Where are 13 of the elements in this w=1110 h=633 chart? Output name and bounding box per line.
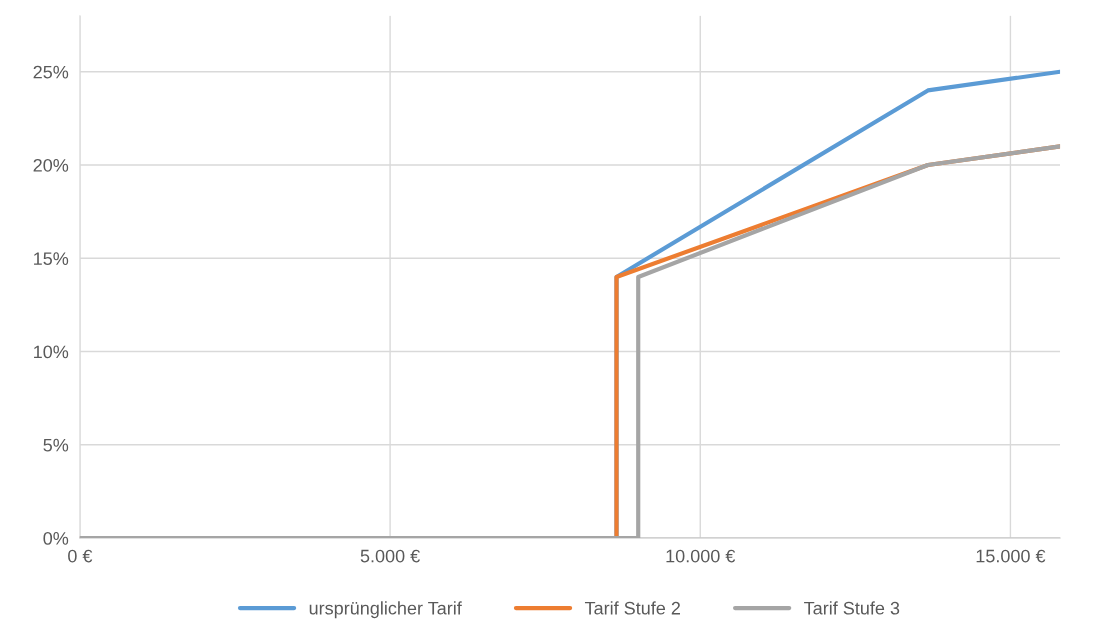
- x-tick-label: 5.000 €: [360, 549, 420, 563]
- legend-label: Tarif Stufe 2: [584, 601, 680, 615]
- x-tick-label: 0 €: [68, 549, 93, 563]
- y-tick-label: 10%: [34, 345, 69, 359]
- y-tick-label: 15%: [34, 252, 69, 266]
- x-tick-label: 10.000 €: [666, 549, 736, 563]
- legend-label: ursprünglicher Tarif: [309, 601, 462, 619]
- y-tick-label: 20%: [33, 158, 69, 172]
- y-tick-label: 0%: [43, 531, 69, 545]
- y-tick-label: 5%: [43, 438, 69, 452]
- legend-label: Tarif Stufe 3: [804, 601, 900, 615]
- y-tick-label: 25%: [33, 65, 69, 79]
- x-tick-label: 15.000 €: [976, 549, 1046, 563]
